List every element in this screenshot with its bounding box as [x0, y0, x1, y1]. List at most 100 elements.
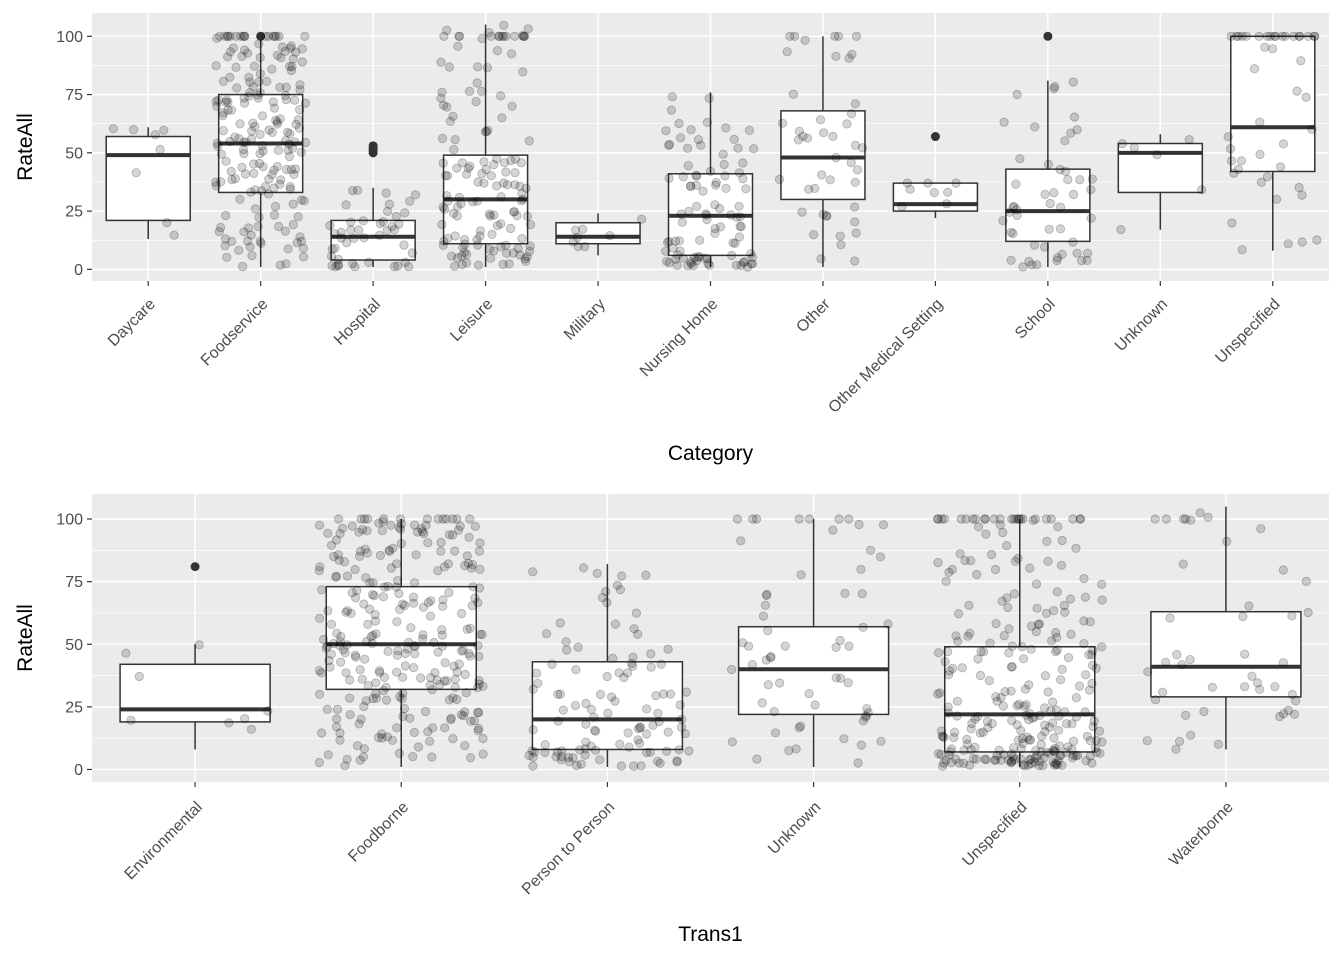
data-point [1026, 621, 1037, 631]
data-point [450, 546, 460, 556]
data-point [1079, 573, 1089, 584]
data-point [1303, 31, 1313, 41]
data-point [281, 136, 291, 146]
data-point [686, 181, 696, 191]
data-point [1002, 593, 1012, 603]
jitter-points [121, 640, 273, 734]
data-point [518, 67, 528, 77]
data-point [1294, 31, 1305, 41]
data-point [475, 538, 485, 548]
data-point [777, 118, 788, 128]
data-point [1289, 31, 1299, 41]
data-point [1065, 594, 1076, 604]
data-point [1280, 31, 1290, 41]
data-point [283, 145, 293, 155]
data-point [1085, 751, 1095, 761]
data-point [473, 707, 483, 718]
data-point [1018, 262, 1028, 272]
data-point [439, 204, 450, 214]
data-point [249, 159, 259, 169]
data-point [634, 738, 645, 749]
x-tick-label: Waterborne [1166, 799, 1237, 870]
data-point [1035, 756, 1045, 766]
data-point [1024, 714, 1034, 725]
y-axis-title: RateAll [14, 604, 37, 672]
data-point [461, 169, 472, 179]
data-point [937, 761, 948, 771]
data-point [1032, 603, 1042, 613]
data-point [336, 631, 346, 642]
data-point [486, 31, 496, 41]
data-point [942, 199, 952, 209]
data-point [641, 704, 652, 714]
data-point [467, 559, 478, 570]
data-point [524, 750, 534, 761]
data-point [1018, 738, 1028, 749]
data-point [636, 214, 647, 224]
data-point [337, 523, 348, 534]
data-point [601, 586, 611, 597]
data-point [575, 745, 585, 755]
data-point [828, 131, 838, 141]
data-point [486, 171, 496, 181]
data-point [437, 219, 447, 230]
data-point [761, 590, 772, 601]
data-point [1067, 744, 1077, 755]
data-point [1265, 31, 1275, 41]
data-point [236, 31, 246, 41]
box-body [119, 663, 271, 723]
data-point [1255, 149, 1265, 160]
data-point [458, 711, 469, 721]
data-point [998, 701, 1008, 711]
data-point [246, 187, 256, 197]
data-point [270, 201, 281, 212]
x-tick-label: Unknown [765, 799, 824, 858]
data-point [280, 46, 290, 57]
data-point [766, 652, 776, 662]
data-point [253, 90, 263, 100]
data-point [513, 243, 523, 253]
data-point [551, 752, 561, 762]
data-point [1022, 732, 1033, 742]
data-point [1041, 747, 1052, 757]
data-point [1279, 709, 1289, 719]
data-point [235, 194, 245, 204]
data-point [846, 109, 857, 119]
data-point [729, 134, 739, 144]
data-point [738, 174, 748, 184]
data-point [359, 514, 370, 524]
data-point [360, 544, 370, 554]
data-point [345, 710, 355, 720]
data-point [662, 237, 673, 247]
data-point [281, 259, 291, 269]
data-point [1074, 681, 1085, 691]
data-point [126, 715, 136, 725]
x-tick-label: Environmental [122, 799, 206, 883]
data-point [605, 231, 615, 241]
data-point [314, 613, 325, 623]
data-point [1048, 745, 1058, 755]
data-point [862, 703, 872, 714]
jitter-points [1142, 508, 1313, 754]
data-point [966, 745, 976, 755]
data-point [804, 514, 815, 524]
data-point [1023, 760, 1033, 770]
data-point [1009, 201, 1019, 212]
data-point [1017, 733, 1028, 744]
data-point [501, 167, 511, 177]
data-point [975, 728, 985, 738]
data-point [863, 708, 873, 718]
data-point [230, 174, 240, 184]
data-point [557, 746, 567, 756]
data-point [436, 537, 446, 548]
data-point [794, 514, 804, 524]
data-point [331, 571, 341, 581]
data-point [470, 593, 480, 603]
data-point [230, 132, 240, 142]
x-axis-title: Trans1 [678, 923, 743, 946]
data-point [946, 744, 957, 754]
data-point [246, 724, 256, 734]
data-point [704, 260, 715, 270]
data-point [615, 584, 626, 595]
data-point [354, 551, 365, 562]
